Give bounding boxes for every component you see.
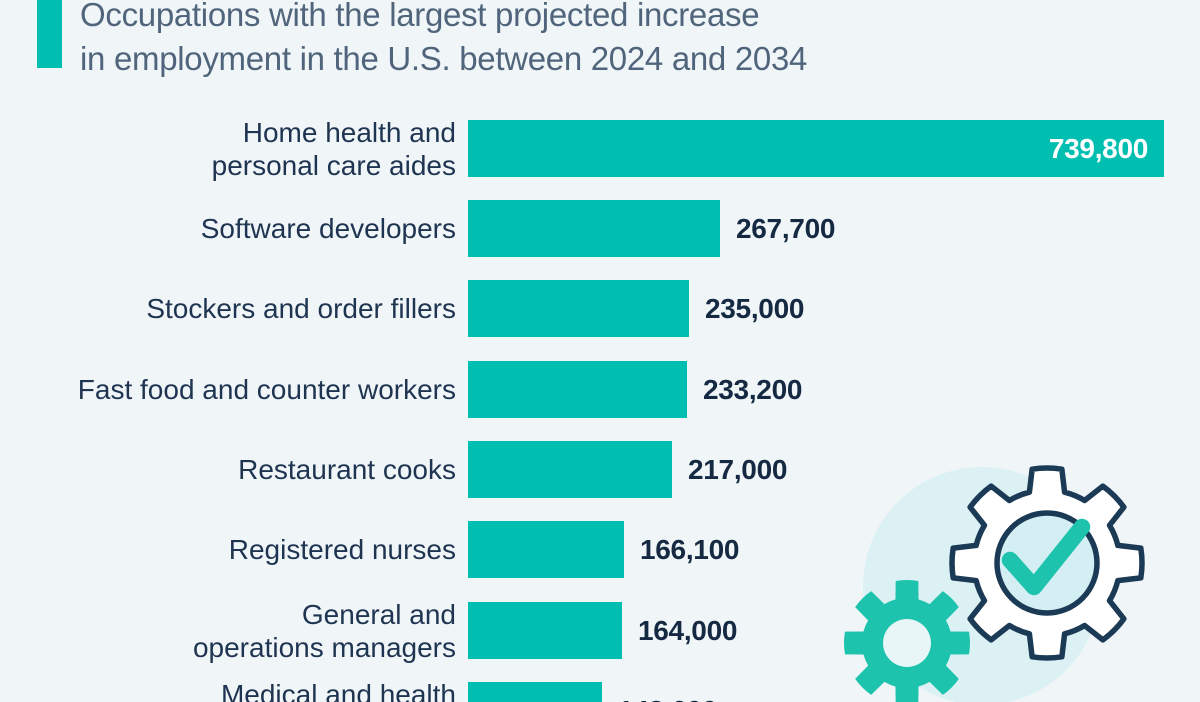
value-label: 217,000 (688, 453, 788, 485)
value-label: 233,200 (703, 373, 803, 405)
value-label: 739,800 (1048, 132, 1148, 164)
category-label: Restaurant cooks (238, 454, 456, 485)
small-gear-hole (883, 619, 931, 667)
gears-illustration (844, 465, 1145, 702)
value-label: 235,000 (705, 292, 805, 324)
category-label: Registered nurses (228, 534, 456, 565)
value-label: 164,000 (638, 614, 738, 646)
value-label: 166,100 (640, 533, 740, 565)
category-label: Home health and personal care aides (211, 116, 456, 181)
category-label: General and operations managers (192, 598, 456, 663)
chart-title: Occupations with the largest projected i… (80, 0, 807, 81)
category-label: Stockers and order fillers (146, 293, 456, 324)
bar (468, 682, 602, 702)
category-label: Software developers (200, 213, 456, 244)
category-label: Fast food and counter workers (77, 374, 456, 405)
title-line-2: in employment in the U.S. between 2024 a… (80, 40, 808, 77)
bar (468, 120, 1164, 177)
bar (468, 521, 624, 578)
check-icon (1001, 518, 1091, 596)
value-label: 142,600 (618, 682, 717, 702)
bar (468, 361, 687, 418)
bar (468, 200, 720, 257)
bar (468, 441, 672, 498)
title-accent-bar (37, 0, 62, 68)
title-line-1: Occupations with the largest projected i… (80, 0, 760, 33)
bar (468, 280, 689, 337)
value-label: 267,700 (736, 212, 836, 244)
category-label: Medical and healthservices managers (220, 678, 456, 702)
bar (468, 602, 622, 659)
